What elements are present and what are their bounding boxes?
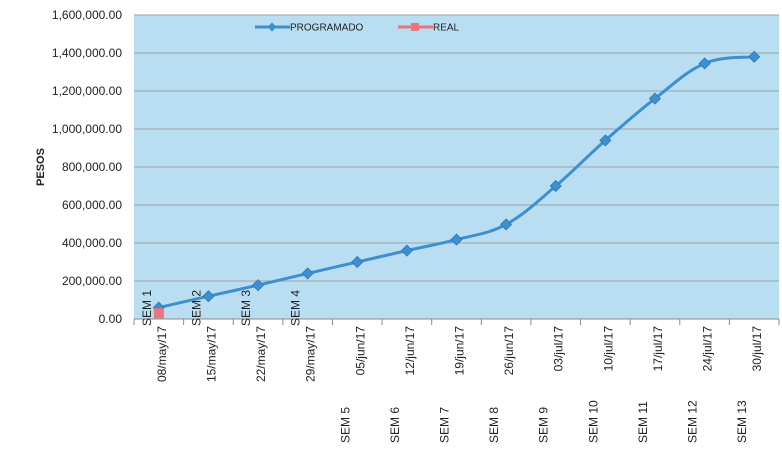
point-programado [698, 57, 711, 70]
y-axis: 0.00 200,000.00 400,000.00 600,000.00 800,00… [52, 8, 122, 326]
y-tick-label: 0.00 [99, 312, 123, 326]
point-programado [450, 233, 463, 246]
x-tick-week-label: SEM 8 [487, 407, 501, 443]
x-tick-date-label: 29/may/17 [304, 326, 318, 382]
series-group [152, 50, 761, 319]
y-tick-label: 800,000.00 [62, 160, 122, 174]
x-tick-week-label: SEM 9 [537, 407, 551, 443]
legend-marker-programado [267, 22, 277, 32]
point-programado [251, 279, 265, 292]
x-tick-week-label: SEM 3 [239, 290, 253, 326]
y-tick-label: 600,000.00 [62, 198, 122, 212]
point-real [153, 308, 164, 319]
x-tick-week-label: SEM 11 [636, 401, 650, 443]
y-axis-label: PESOS [35, 148, 47, 186]
x-tick-week-label: SEM 12 [686, 400, 700, 443]
point-programado [301, 267, 314, 280]
x-tick-date-label: 15/may/17 [204, 326, 218, 382]
x-tick-date-label: 19/jun/17 [453, 326, 467, 376]
point-programado [500, 218, 513, 231]
x-tick-week-label: SEM 7 [438, 407, 452, 443]
x-tick-date-label: 24/jul/17 [701, 326, 715, 372]
point-programado [351, 255, 364, 269]
x-tick-date-label: 30/jul/17 [750, 326, 764, 372]
legend-label-real: REAL [433, 23, 460, 34]
x-tick-date-label: 12/jun/17 [403, 326, 417, 376]
x-tick-date-label: 10/jul/17 [601, 326, 615, 372]
y-tick-label: 400,000.00 [62, 236, 122, 250]
x-tick-date-label: 22/may/17 [254, 326, 268, 382]
x-tick-date-label: 03/jul/17 [552, 326, 566, 372]
y-tick-label: 1,200,000.00 [52, 84, 122, 98]
y-tick-label: 1,000,000.00 [52, 122, 122, 136]
legend: PROGRAMADO REAL [255, 22, 460, 34]
x-tick-week-label: SEM 2 [189, 290, 203, 326]
point-programado [748, 50, 761, 63]
x-tick-week-label: SEM 6 [388, 407, 402, 443]
x-tick-date-label: 05/jun/17 [353, 326, 367, 376]
x-tick-week-label: SEM 10 [586, 400, 600, 443]
x-tick-date-label: 08/may/17 [155, 326, 169, 382]
x-tick-week-label: SEM 1 [140, 290, 154, 326]
point-programado [202, 290, 215, 303]
point-programado [549, 179, 562, 193]
legend-marker-real [411, 23, 419, 31]
x-tick-week-label: SEM 5 [338, 407, 352, 443]
x-tick-week-label: SEM 13 [735, 400, 749, 443]
legend-label-programado: PROGRAMADO [290, 23, 364, 34]
y-tick-label: 200,000.00 [62, 274, 122, 288]
point-programado [648, 92, 662, 105]
y-tick-label: 1,600,000.00 [52, 8, 122, 22]
point-programado [599, 134, 612, 147]
x-tick-date-label: 17/jul/17 [651, 326, 665, 372]
x-axis: SEM 108/may/17 SEM 215/may/17 SEM 322/may/… [133, 290, 780, 443]
x-tick-week-label: SEM 4 [289, 290, 303, 326]
point-programado [400, 244, 413, 257]
y-tick-label: 1,400,000.00 [52, 46, 122, 60]
x-tick-date-label: 26/jun/17 [502, 326, 516, 376]
